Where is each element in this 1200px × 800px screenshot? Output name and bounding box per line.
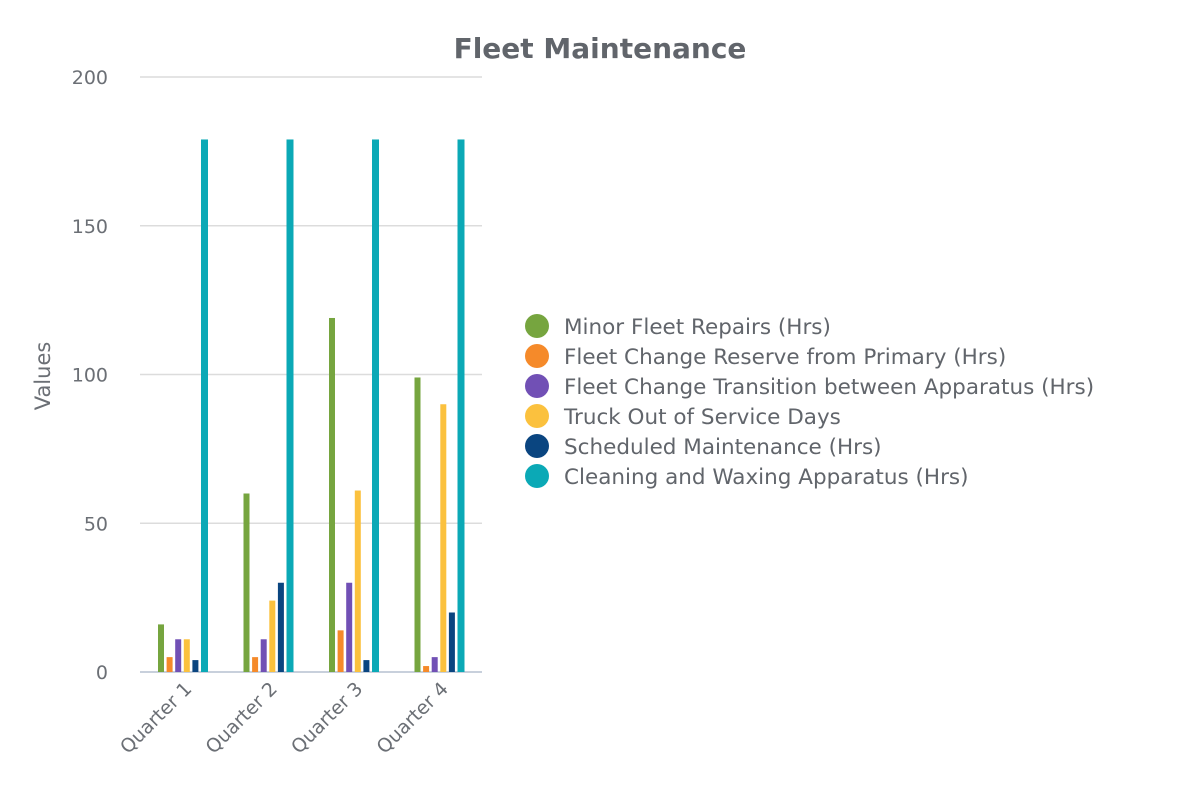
bar: [329, 317, 335, 672]
bar: [423, 666, 430, 672]
bar: [372, 139, 379, 673]
bar: [166, 657, 173, 672]
x-tick-label: Quarter 3: [287, 678, 367, 758]
bar: [431, 657, 438, 672]
legend-label: Fleet Change Transition between Apparatu…: [564, 375, 1094, 400]
legend-marker: [525, 344, 549, 368]
bar: [363, 660, 370, 672]
legend-label: Cleaning and Waxing Apparatus (Hrs): [564, 465, 969, 490]
y-tick-label: 100: [72, 365, 108, 387]
bar: [201, 139, 208, 673]
y-tick-label: 0: [96, 662, 108, 684]
bar: [252, 657, 259, 672]
bar: [269, 600, 276, 672]
y-tick-label: 150: [72, 216, 108, 238]
bar: [183, 639, 190, 672]
bar: [243, 493, 250, 672]
y-axis-label: Values: [31, 342, 55, 411]
bar: [175, 639, 182, 672]
bar: [286, 139, 294, 673]
bar: [277, 582, 284, 672]
legend-marker: [525, 314, 549, 338]
legend-marker: [525, 374, 549, 398]
legend-marker: [525, 464, 549, 488]
bar: [158, 624, 164, 672]
legend-marker: [525, 404, 549, 428]
legend-label: Minor Fleet Repairs (Hrs): [564, 315, 831, 340]
bar: [414, 377, 421, 672]
y-tick-label: 200: [72, 67, 108, 89]
legend-label: Fleet Change Reserve from Primary (Hrs): [564, 345, 1006, 370]
legend-label: Truck Out of Service Days: [563, 405, 841, 430]
bar: [192, 660, 199, 672]
x-tick-label: Quarter 4: [373, 678, 453, 758]
x-tick-label: Quarter 2: [202, 678, 282, 758]
legend-label: Scheduled Maintenance (Hrs): [564, 435, 882, 460]
bar: [457, 139, 465, 673]
legend-marker: [525, 434, 549, 458]
x-tick-label: Quarter 1: [116, 678, 196, 758]
bar: [448, 612, 455, 672]
bar: [337, 630, 344, 672]
bar: [346, 582, 353, 672]
bar: [260, 639, 267, 672]
chart-title: Fleet Maintenance: [454, 32, 747, 65]
bar: [354, 490, 361, 672]
bar: [440, 404, 447, 672]
y-tick-label: 50: [84, 513, 108, 535]
